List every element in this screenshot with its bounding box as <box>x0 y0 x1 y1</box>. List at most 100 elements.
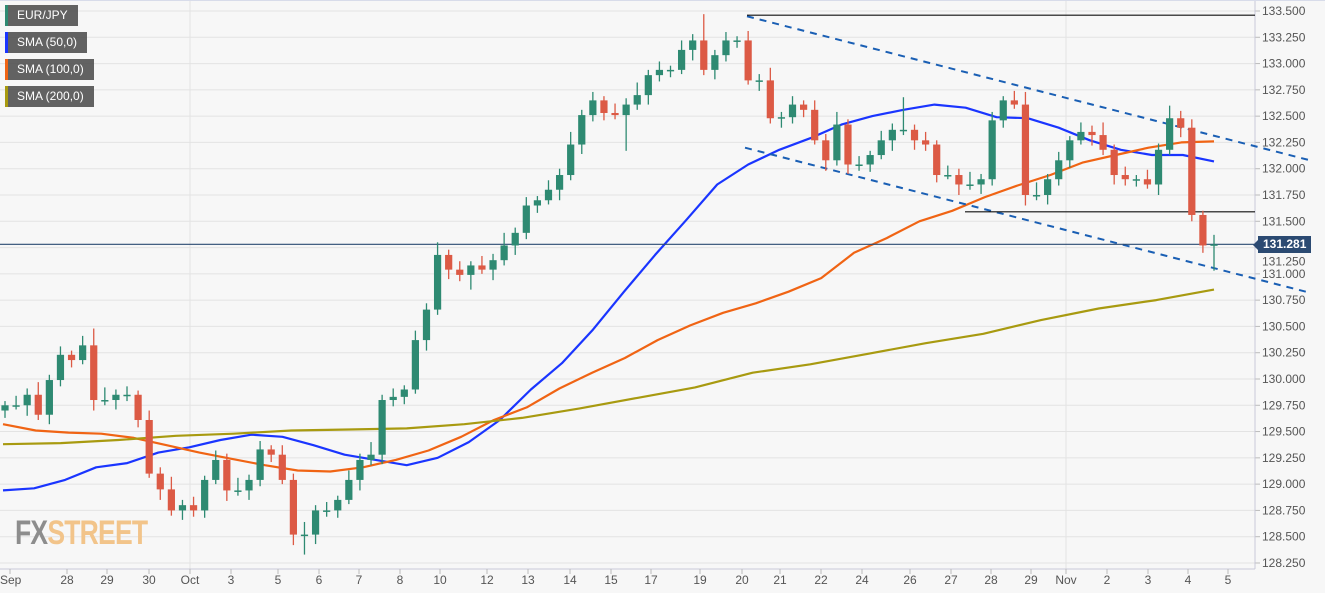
candle <box>45 374 53 425</box>
candle <box>478 255 486 274</box>
candle-body <box>1210 244 1218 246</box>
upper-channel-line <box>746 15 1311 162</box>
candle <box>167 476 175 516</box>
candle <box>922 131 930 151</box>
candle <box>1121 166 1129 186</box>
candle <box>12 395 20 410</box>
candle <box>677 40 686 75</box>
candle-body <box>922 140 930 145</box>
candle <box>800 100 808 118</box>
candle-body <box>1121 175 1129 180</box>
candle-body <box>478 265 486 270</box>
y-tick-label: 128.500 <box>1262 530 1306 544</box>
candle <box>888 123 896 151</box>
candle-body <box>1088 131 1096 136</box>
candle-body <box>334 499 342 511</box>
candle <box>999 96 1007 128</box>
candle-body <box>1177 118 1185 128</box>
x-tick-label: Sep <box>0 573 22 587</box>
candle-body <box>79 345 87 361</box>
candle <box>722 32 730 62</box>
candle <box>334 495 342 518</box>
x-tick-label: 26 <box>903 573 917 587</box>
candle <box>1154 143 1163 195</box>
candle <box>988 111 996 186</box>
candle <box>522 197 530 240</box>
legend-label: SMA (50,0) <box>17 35 78 49</box>
legend-label: EUR/JPY <box>17 8 68 22</box>
candle <box>755 74 763 91</box>
x-tick-label: 2 <box>1104 573 1111 587</box>
legend-sma200[interactable]: SMA (200,0) <box>5 86 94 107</box>
candle-body <box>766 80 774 119</box>
legend-sma50[interactable]: SMA (50,0) <box>5 32 88 53</box>
x-tick-label: 10 <box>433 573 447 587</box>
y-tick-label: 130.000 <box>1262 372 1306 386</box>
x-tick-label: 28 <box>984 573 998 587</box>
x-tick-label: 30 <box>142 573 156 587</box>
candle-body <box>788 104 797 118</box>
legend-eurjpy[interactable]: EUR/JPY <box>5 5 78 26</box>
x-tick-label: 5 <box>275 573 282 587</box>
candle <box>1010 90 1018 109</box>
candle <box>411 330 419 394</box>
candle <box>112 389 120 410</box>
candle-body <box>34 394 42 415</box>
candle <box>223 453 231 501</box>
x-tick-label: Oct <box>181 573 200 587</box>
candle <box>910 124 919 150</box>
candle-body <box>1188 127 1196 215</box>
candle-body <box>666 69 675 72</box>
candle <box>56 346 65 387</box>
candle-body <box>234 490 242 492</box>
candle <box>201 475 209 518</box>
candle <box>145 410 153 478</box>
candle-body <box>689 40 697 50</box>
candle-body <box>1010 100 1018 105</box>
x-tick-label: 24 <box>855 573 869 587</box>
x-tick-label: 15 <box>604 573 618 587</box>
legend-label: SMA (200,0) <box>17 89 84 103</box>
x-tick-label: 8 <box>397 573 404 587</box>
candle-body <box>300 534 309 537</box>
candle-body <box>500 245 508 261</box>
candle-body <box>456 269 464 275</box>
candle-body <box>866 155 874 165</box>
x-tick-label: 5 <box>1225 573 1232 587</box>
y-tick-label: 133.500 <box>1262 4 1306 18</box>
candle <box>1166 105 1174 156</box>
candle-body <box>311 510 320 535</box>
candle <box>822 134 830 171</box>
candle <box>766 67 774 124</box>
candle <box>1177 110 1185 138</box>
candle-body <box>134 394 142 420</box>
y-tick-label: 128.750 <box>1262 503 1306 517</box>
candle-body <box>1 405 9 411</box>
candle-body <box>877 140 885 156</box>
candle <box>966 171 974 190</box>
candle-body <box>1044 179 1052 195</box>
candle-body <box>323 510 331 512</box>
candle-body <box>744 40 752 81</box>
candle-body <box>600 100 608 113</box>
y-tick-label: 130.750 <box>1262 293 1306 307</box>
candle-body <box>445 254 453 270</box>
candle <box>855 156 863 171</box>
candle <box>212 450 220 485</box>
candle <box>777 111 786 128</box>
candle-body <box>955 175 963 185</box>
x-tick-label: 20 <box>735 573 749 587</box>
x-tick-label: Nov <box>1055 573 1076 587</box>
candle <box>555 168 564 201</box>
candle-body <box>411 340 419 390</box>
candle-body <box>345 479 353 500</box>
x-tick-label: 14 <box>563 573 577 587</box>
x-tick-label: 6 <box>316 573 323 587</box>
candle-body <box>189 505 198 511</box>
candle-body <box>1143 179 1152 185</box>
candle-body <box>844 124 852 165</box>
candle-body <box>112 394 120 401</box>
candle-body <box>178 505 187 511</box>
legend-sma100[interactable]: SMA (100,0) <box>5 59 94 80</box>
candle-body <box>56 354 65 381</box>
